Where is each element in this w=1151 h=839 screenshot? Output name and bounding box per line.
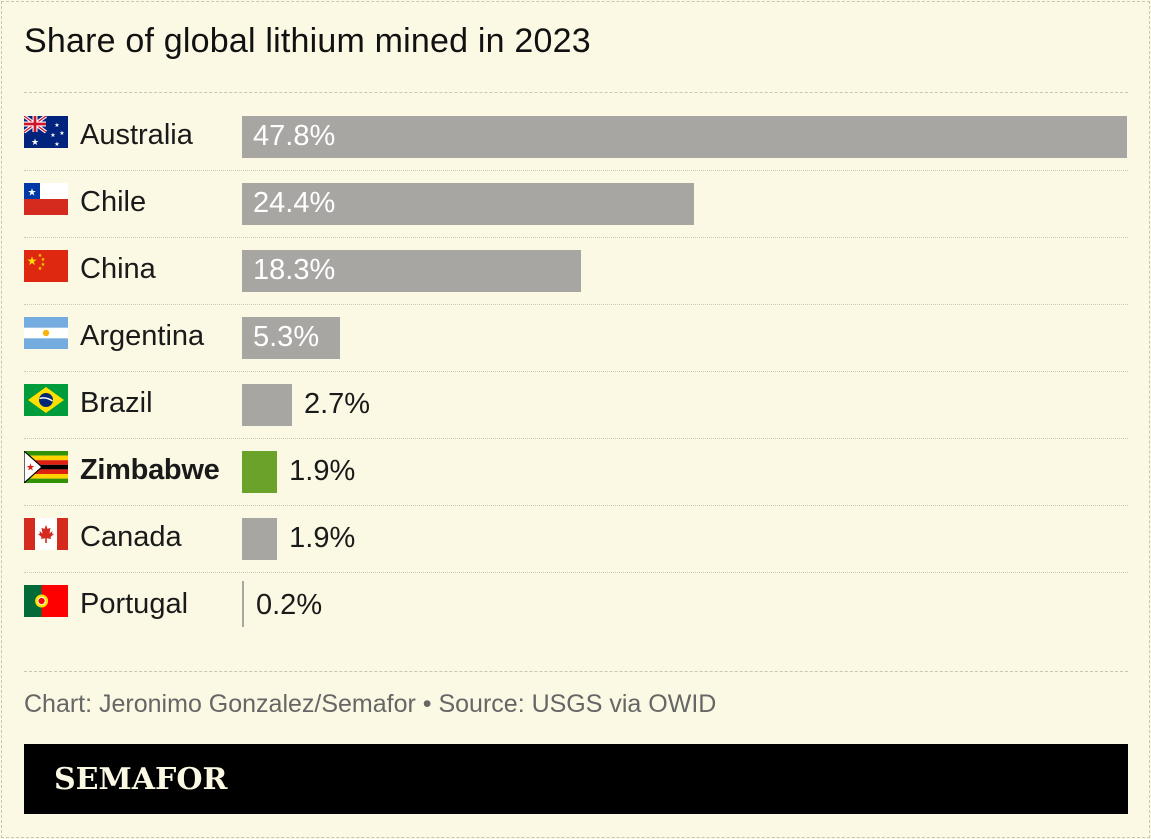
value-label-chile: 24.4% xyxy=(253,187,336,219)
bottom-divider xyxy=(24,671,1128,672)
row-separator xyxy=(24,572,1128,573)
chart-title: Share of global lithium mined in 2023 xyxy=(24,22,591,60)
value-label-australia: 47.8% xyxy=(253,120,336,152)
svg-text:★: ★ xyxy=(59,130,64,137)
bar-zimbabwe xyxy=(242,451,278,493)
category-label-australia: Australia xyxy=(80,119,193,151)
category-label-chile: Chile xyxy=(80,186,147,218)
portugal-flag-icon xyxy=(24,585,68,617)
bar-china xyxy=(242,250,581,292)
brand-banner: SEMAFOR xyxy=(24,744,1128,814)
category-label-china: China xyxy=(80,253,156,285)
brazil-flag-icon xyxy=(24,384,68,416)
chile-flag-icon: ★ xyxy=(24,183,68,215)
svg-text:★: ★ xyxy=(27,254,38,268)
svg-text:★: ★ xyxy=(28,188,37,199)
row-separator xyxy=(24,505,1128,506)
bar-australia xyxy=(242,116,1127,158)
svg-text:★: ★ xyxy=(50,132,55,139)
value-label-canada: 1.9% xyxy=(289,522,356,554)
value-label-china: 18.3% xyxy=(253,254,336,286)
australia-flag-icon: ★ ★ ★ ★ ★ xyxy=(24,116,68,148)
brand-logo: SEMAFOR xyxy=(54,762,228,797)
value-label-argentina: 5.3% xyxy=(253,321,320,353)
category-label-portugal: Portugal xyxy=(80,588,189,620)
svg-text:★: ★ xyxy=(31,137,39,147)
china-flag-icon: ★ ★ ★ ★ ★ xyxy=(24,250,68,282)
zimbabwe-flag-icon: ★ xyxy=(24,451,68,483)
row-separator xyxy=(24,304,1128,305)
value-label-portugal: 0.2% xyxy=(256,589,323,621)
bar-canada xyxy=(242,518,278,560)
svg-text:★: ★ xyxy=(54,141,59,148)
row-separator xyxy=(24,438,1128,439)
bar-portugal xyxy=(242,581,244,627)
argentina-flag-icon xyxy=(24,317,68,349)
value-label-zimbabwe: 1.9% xyxy=(289,455,356,487)
category-label-argentina: Argentina xyxy=(80,320,205,352)
svg-text:★: ★ xyxy=(54,122,59,129)
bar-chile xyxy=(242,183,694,225)
value-label-brazil: 2.7% xyxy=(303,388,371,420)
row-separator xyxy=(24,237,1128,238)
svg-text:★: ★ xyxy=(38,253,43,259)
top-divider xyxy=(24,92,1128,93)
svg-text:★: ★ xyxy=(41,257,46,263)
canada-flag-icon xyxy=(24,518,68,550)
row-separator xyxy=(24,170,1128,171)
chart-credit: Chart: Jeronimo Gonzalez/Semafor • Sourc… xyxy=(24,690,717,718)
bar-brazil xyxy=(242,384,292,426)
svg-text:★: ★ xyxy=(26,463,35,474)
svg-text:★: ★ xyxy=(41,262,46,268)
category-label-canada: Canada xyxy=(80,521,182,553)
category-label-zimbabwe: Zimbabwe xyxy=(80,454,220,486)
bar-argentina xyxy=(242,317,341,359)
svg-text:★: ★ xyxy=(38,266,43,272)
row-separator xyxy=(24,371,1128,372)
category-label-brazil: Brazil xyxy=(80,387,153,419)
